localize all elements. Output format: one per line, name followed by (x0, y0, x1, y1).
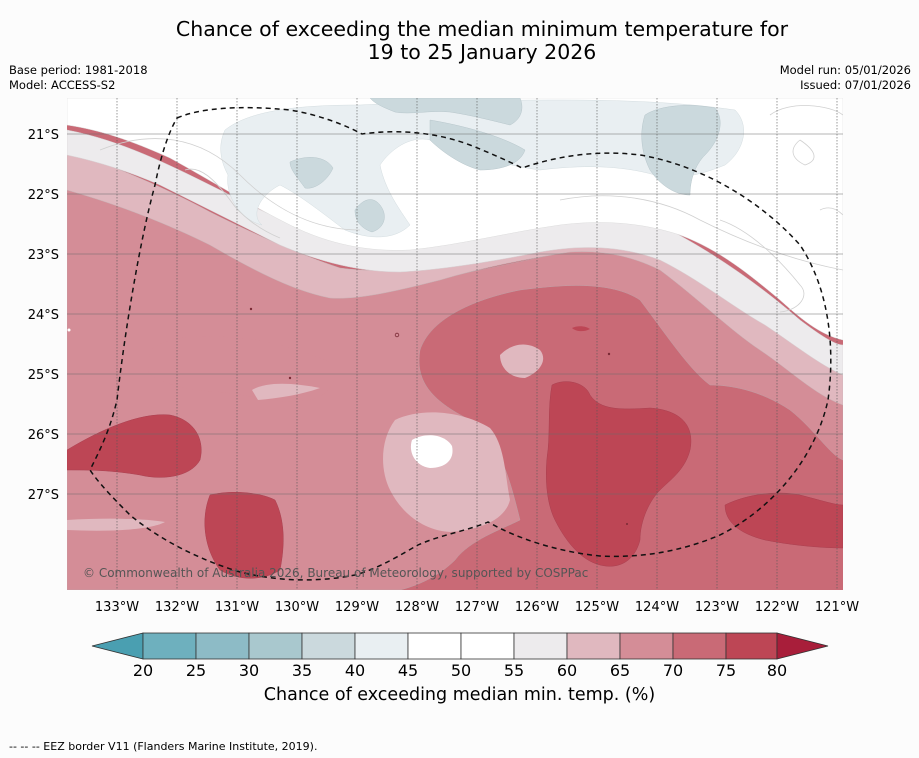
contour-75-80-west (67, 414, 202, 478)
speck-7 (67, 328, 71, 332)
colorbar-tick: 75 (716, 661, 736, 680)
lon-label: 125°W (575, 600, 619, 615)
thin-contours (99, 105, 843, 313)
colorbar-tick: 25 (186, 661, 206, 680)
colorbar-tick: 80 (767, 661, 787, 680)
lon-label: 131°W (215, 600, 259, 615)
meta-right: Model run: 05/01/2026 Issued: 07/01/2026 (780, 63, 911, 93)
lon-label: 130°W (275, 600, 319, 615)
contour-35-40-b (354, 199, 385, 233)
speck-4 (288, 376, 292, 380)
lon-label: 127°W (455, 600, 499, 615)
colorbar-tick: 65 (610, 661, 630, 680)
colorbar-title: Chance of exceeding median min. temp. (%… (263, 685, 656, 705)
speck-6 (626, 523, 628, 525)
lat-label: 21°S (28, 128, 59, 143)
contour-60-65-sw (67, 518, 165, 531)
colorbar-above-arrow (776, 632, 829, 660)
title-line-2: 19 to 25 January 2026 (367, 40, 597, 64)
colorbar-tick: 40 (345, 661, 365, 680)
colorbar-bin (672, 632, 727, 660)
contour-map: © Commonwealth of Australia 2026, Bureau… (67, 98, 843, 590)
colorbar-bin (619, 632, 674, 660)
colorbar-bin (407, 632, 462, 660)
colorbar-tick: 20 (133, 661, 153, 680)
speck-5 (394, 332, 400, 338)
colorbar-tick: 45 (398, 661, 418, 680)
latitude-labels: 21°S 22°S 23°S 24°S 25°S 26°S 27°S (28, 128, 59, 503)
meta-left: Base period: 1981-2018 Model: ACCESS-S2 (9, 63, 148, 93)
lat-label: 23°S (28, 248, 59, 263)
contour-60-65-west (252, 383, 320, 400)
contour-35-40-c (369, 98, 523, 126)
colorbar-bin (301, 632, 356, 660)
lon-label: 129°W (335, 600, 379, 615)
colorbar (91, 632, 829, 660)
contour-60-65-east (500, 344, 544, 378)
contour-35-40-a (289, 157, 334, 189)
model-name: Model: ACCESS-S2 (9, 78, 116, 92)
copyright-text: © Commonwealth of Australia 2026, Bureau… (83, 566, 588, 580)
longitude-labels: 133°W 132°W 131°W 130°W 129°W 128°W 127°… (95, 600, 859, 615)
lon-label: 121°W (815, 600, 859, 615)
contour-75-80-center-west (204, 492, 284, 579)
lat-label: 24°S (28, 308, 59, 323)
colorbar-bin (725, 632, 778, 660)
contour-55-60-center (410, 435, 453, 468)
colorbar-tick: 30 (239, 661, 259, 680)
model-run: Model run: 05/01/2026 (779, 63, 911, 77)
colorbar-tick: 35 (292, 661, 312, 680)
eez-border (89, 106, 832, 581)
colorbar-below-arrow (91, 632, 144, 660)
colorbar-tick: 70 (663, 661, 683, 680)
colorbar-bin (566, 632, 621, 660)
colorbar-bin (513, 632, 568, 660)
colorbar-tick: 60 (557, 661, 577, 680)
colorbar-bin (460, 632, 515, 660)
contour-75-80-east (546, 381, 692, 567)
speck-2 (249, 307, 253, 311)
colorbar-bin (195, 632, 250, 660)
colorbar-bin (248, 632, 303, 660)
lat-label: 25°S (28, 368, 59, 383)
title-line-1: Chance of exceeding the median minimum t… (175, 17, 789, 41)
contour-60-65 (67, 149, 843, 406)
lat-label: 26°S (28, 428, 59, 443)
lon-label: 132°W (155, 600, 199, 615)
speck-3 (607, 352, 611, 356)
lat-label: 22°S (28, 188, 59, 203)
lon-label: 122°W (755, 600, 799, 615)
colorbar-tick: 55 (504, 661, 524, 680)
chart-title: Chance of exceeding the median minimum t… (0, 18, 919, 64)
lon-label: 126°W (515, 600, 559, 615)
colorbar-bin (142, 632, 197, 660)
eez-legend: -- -- -- EEZ border V11 (Flanders Marine… (9, 740, 318, 753)
colorbar-ticks: 20 25 30 35 40 45 50 55 60 65 70 75 80 (133, 661, 787, 680)
colorbar-bin (354, 632, 409, 660)
lat-label: 27°S (28, 488, 59, 503)
lon-label: 128°W (395, 600, 439, 615)
gridlines (67, 98, 843, 590)
speck-1 (572, 326, 590, 332)
lon-label: 123°W (695, 600, 739, 615)
issued-date: Issued: 07/01/2026 (800, 78, 911, 92)
contour-75-80-southeast (724, 492, 843, 549)
lon-label: 124°W (635, 600, 679, 615)
base-period: Base period: 1981-2018 (9, 63, 148, 77)
colorbar-tick: 50 (451, 661, 471, 680)
lon-label: 133°W (95, 600, 139, 615)
